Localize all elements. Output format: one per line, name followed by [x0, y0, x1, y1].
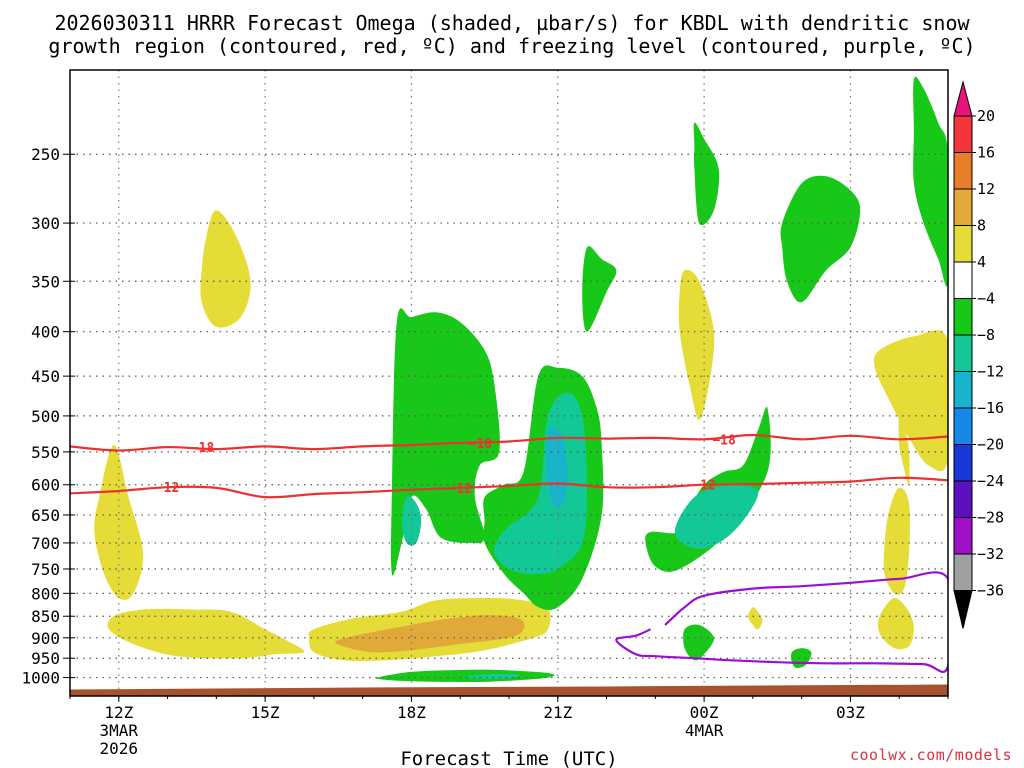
- colorbar-label: 8: [977, 217, 986, 235]
- dgz-top-line: [70, 433, 948, 452]
- y-tick-label: 1000: [21, 669, 60, 688]
- y-tick-label: 250: [31, 145, 60, 164]
- y-axis: 250 300 350 400 450 500 550 600 650 700 750 800 850 9…: [21, 145, 75, 688]
- colorbar-swatch: [953, 407, 973, 445]
- y-tick-label: 500: [31, 407, 60, 426]
- colorbar-label: −12: [977, 363, 1004, 381]
- colorbar-label: 20: [977, 107, 995, 125]
- colorbar-label: −16: [977, 399, 1004, 417]
- x-tick-label: 12Z: [104, 703, 133, 722]
- colorbar-label: −36: [977, 582, 1004, 600]
- omega-region: [200, 210, 251, 328]
- colorbar-swatch: [953, 225, 973, 263]
- y-tick-label: 750: [31, 560, 60, 579]
- colorbar-swatch: [953, 261, 973, 299]
- colorbar-swatch: [953, 152, 973, 190]
- y-tick-label: 600: [31, 476, 60, 495]
- credit-text: coolwx.com/models: [850, 746, 1012, 764]
- omega-region: [683, 624, 714, 661]
- y-tick-label: 650: [31, 506, 60, 525]
- colorbar-label: −32: [977, 545, 1004, 563]
- omega-region: [693, 122, 720, 226]
- colorbar-label: 16: [977, 144, 995, 162]
- omega-region: [335, 615, 525, 653]
- colorbar-bottom-arrow: [953, 590, 973, 629]
- y-tick-label: 850: [31, 607, 60, 626]
- dgz-bottom-label: −12: [692, 479, 715, 494]
- omega-region: [674, 484, 759, 549]
- y-tick-label: 450: [31, 367, 60, 386]
- dgz-top-label: −18: [468, 437, 492, 452]
- omega-region: [375, 669, 555, 683]
- omega-region: [780, 175, 861, 303]
- colorbar-legend: 20 16 12 8 4 −4 −8 −12 −16 −20 −24 −28 −32 −36: [953, 80, 1004, 629]
- chart-title-line1: 2026030311 HRRR Forecast Omega (shaded, …: [54, 11, 970, 35]
- x-axis-title: Forecast Time (UTC): [400, 748, 617, 768]
- colorbar-swatch: [953, 371, 973, 409]
- y-tick-label: 950: [31, 649, 60, 668]
- x-tick-label: 18Z: [397, 703, 426, 722]
- grid-lines: [70, 70, 948, 696]
- colorbar-label: −20: [977, 436, 1004, 454]
- dgz-bottom-line: [70, 476, 948, 499]
- y-tick-label: 550: [31, 443, 60, 462]
- x-tick-label: 00Z: [690, 703, 719, 722]
- omega-region: [107, 608, 305, 659]
- omega-region: [582, 246, 617, 332]
- plot-background: [70, 70, 948, 696]
- colorbar-swatch: [953, 517, 973, 555]
- y-tick-label: 350: [31, 272, 60, 291]
- ground-strip: [70, 684, 948, 696]
- omega-region: [546, 427, 568, 510]
- omega-region: [748, 607, 763, 630]
- dgz-bottom-label: −12: [156, 481, 179, 496]
- plot-area: −18 −18 −18 −12 −12 −12: [69, 69, 949, 697]
- y-tick-label: 700: [31, 534, 60, 553]
- omega-region: [401, 496, 422, 546]
- colorbar-label: 12: [977, 180, 995, 198]
- omega-region: [678, 269, 715, 420]
- x-tick-date: 4MAR: [685, 721, 724, 740]
- colorbar-top-arrow: [953, 80, 973, 117]
- colorbar-label: 4: [977, 253, 986, 271]
- dgz-bottom-label: −12: [448, 482, 471, 497]
- freezing-level-line: [615, 571, 948, 673]
- colorbar-swatch: [953, 298, 973, 336]
- colorbar-swatch: [953, 334, 973, 372]
- omega-region: [873, 330, 948, 472]
- y-tick-label: 300: [31, 214, 60, 233]
- colorbar-label: −8: [977, 326, 995, 344]
- x-tick-label: 21Z: [543, 703, 572, 722]
- x-tick-label: 15Z: [251, 703, 280, 722]
- colorbar-label: −28: [977, 509, 1004, 527]
- x-tick-label: 03Z: [836, 703, 865, 722]
- colorbar-label: −4: [977, 290, 995, 308]
- omega-region: [913, 76, 948, 287]
- dgz-top-label: −18: [191, 441, 215, 456]
- colorbar-swatch: [953, 553, 973, 591]
- temperature-contours: −18 −18 −18 −12 −12 −12: [70, 433, 948, 673]
- dgz-top-label: −18: [712, 433, 736, 448]
- colorbar-swatch: [953, 480, 973, 518]
- chart-title-line2: growth region (contoured, red, ºC) and f…: [48, 34, 975, 58]
- x-tick-date: 3MAR: [100, 721, 139, 740]
- colorbar-swatch: [953, 188, 973, 226]
- y-tick-label: 400: [31, 323, 60, 342]
- omega-region: [877, 597, 914, 650]
- omega-region: [898, 407, 910, 486]
- y-tick-label: 800: [31, 584, 60, 603]
- y-tick-label: 900: [31, 629, 60, 648]
- x-tick-year: 2026: [100, 739, 139, 758]
- omega-region: [390, 308, 500, 576]
- colorbar-label: −24: [977, 472, 1004, 490]
- colorbar-swatch: [953, 115, 973, 153]
- omega-region: [94, 445, 144, 600]
- colorbar-swatch: [953, 444, 973, 482]
